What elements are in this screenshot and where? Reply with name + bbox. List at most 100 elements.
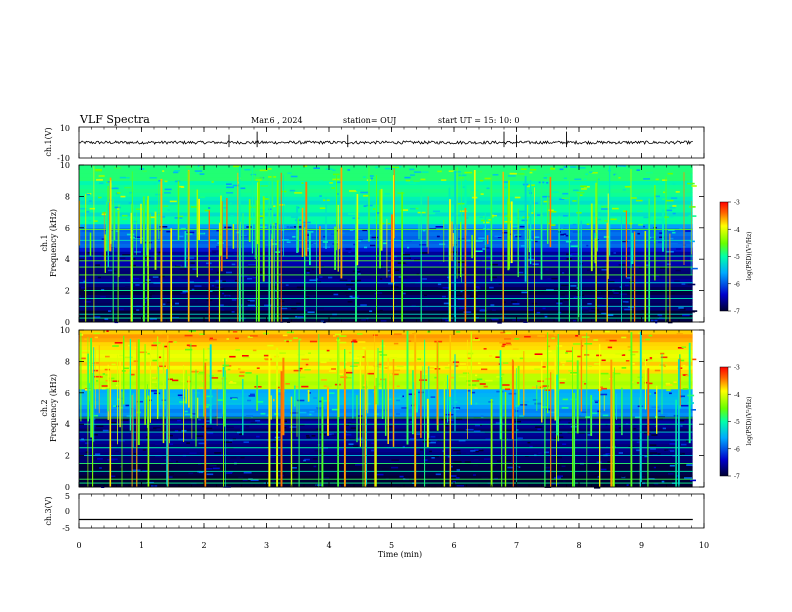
spectrogram-texture xyxy=(211,250,219,252)
spectrogram-texture xyxy=(215,286,223,288)
spectrogram-texture xyxy=(391,166,400,169)
spectrogram-texture xyxy=(91,414,98,417)
spectrogram-texture xyxy=(561,407,569,409)
spectrogram-texture xyxy=(204,209,211,212)
spectrogram-texture xyxy=(168,434,173,437)
spectrogram-texture xyxy=(239,371,245,374)
spectrogram-texture xyxy=(364,246,368,249)
spectrogram-texture xyxy=(597,304,602,307)
spectrogram-texture xyxy=(285,284,289,286)
spectrogram-texture xyxy=(687,402,694,404)
spectrogram-texture xyxy=(681,346,687,348)
spectrogram-texture xyxy=(205,468,213,470)
spectrogram-texture xyxy=(596,291,601,294)
spectrogram-texture xyxy=(443,302,449,305)
spectrogram-texture xyxy=(512,253,517,255)
spectrogram-texture xyxy=(581,336,590,338)
spectrogram-texture xyxy=(676,333,683,335)
spectrogram-texture xyxy=(270,456,275,458)
spectrogram-texture xyxy=(202,425,205,428)
spectrogram-background-row xyxy=(79,286,693,292)
spectrogram-texture xyxy=(573,189,579,192)
spectrogram-texture xyxy=(332,169,336,171)
spectrogram-texture xyxy=(596,354,602,357)
spectrogram-texture xyxy=(191,288,195,291)
spectrogram-texture xyxy=(500,373,505,376)
spectrogram-texture xyxy=(260,412,266,415)
spectrogram-texture xyxy=(173,341,177,343)
spectrogram-texture xyxy=(82,351,90,354)
spectrogram-texture xyxy=(524,335,531,338)
spectrogram-texture xyxy=(653,466,656,469)
spectrogram-texture xyxy=(387,398,392,401)
spectrogram-texture xyxy=(467,258,472,261)
spectrogram-texture xyxy=(367,372,375,375)
spectrogram-texture xyxy=(430,396,436,398)
spectrogram-background-row xyxy=(79,282,693,288)
spectrogram-texture xyxy=(651,406,660,408)
spectrogram-texture xyxy=(227,368,231,371)
spectrogram-texture xyxy=(250,218,254,220)
spectrogram-texture xyxy=(504,338,512,340)
spectrogram-texture xyxy=(108,236,116,239)
spectrogram-texture xyxy=(375,387,383,389)
spectrogram-texture xyxy=(153,206,159,209)
spectrogram-texture xyxy=(164,180,168,183)
spectrogram-texture xyxy=(437,170,442,173)
spectrogram-texture xyxy=(164,192,171,194)
spectrogram-texture xyxy=(154,385,159,388)
spectrogram-background-row xyxy=(79,200,693,205)
spectrogram-texture xyxy=(450,376,455,379)
spectrogram-texture xyxy=(347,301,353,303)
spectrogram-texture xyxy=(550,224,556,226)
spectrogram-texture xyxy=(240,428,243,431)
spectrogram-texture xyxy=(565,350,573,353)
spectrogram-texture xyxy=(114,167,122,169)
spectrogram-texture xyxy=(242,479,248,481)
spectrogram-texture xyxy=(502,301,506,303)
spectrogram-texture xyxy=(368,484,375,486)
spectrogram-texture xyxy=(669,216,674,219)
spectrogram-texture xyxy=(517,437,523,439)
spectrogram-texture xyxy=(247,399,252,402)
spectrogram-texture xyxy=(115,230,119,232)
spectrogram-texture xyxy=(351,341,358,343)
spectrogram-texture xyxy=(257,216,264,219)
spectrogram-texture xyxy=(579,194,583,196)
spectrogram-texture xyxy=(361,387,366,390)
spectrogram-texture xyxy=(230,397,238,399)
spectrogram-texture xyxy=(636,382,640,384)
spectrogram-texture xyxy=(93,332,100,335)
spectrogram-texture xyxy=(124,356,133,359)
spectrogram-texture xyxy=(490,304,495,306)
spectrogram-texture xyxy=(113,405,119,408)
spectrogram-texture xyxy=(639,407,647,409)
spectrogram-texture xyxy=(505,388,511,391)
spectrogram-texture xyxy=(243,253,248,256)
spectrogram-texture xyxy=(96,380,99,382)
spectrogram-texture xyxy=(151,344,158,347)
spectrogram-texture xyxy=(652,274,659,277)
spectrogram-texture xyxy=(364,272,372,274)
spectrogram-texture xyxy=(561,228,564,230)
spectrogram-texture xyxy=(290,474,297,476)
spectrogram-texture xyxy=(147,352,151,355)
spectrogram-texture xyxy=(447,455,451,458)
spectrogram-texture xyxy=(473,459,479,461)
spectrogram-texture xyxy=(240,235,249,238)
spectrogram-texture xyxy=(347,422,352,424)
spectrogram-texture xyxy=(239,433,244,436)
spectrogram-texture xyxy=(641,315,645,317)
spectrogram-texture xyxy=(507,466,515,469)
spectrogram-texture xyxy=(506,167,514,169)
spectrogram-texture xyxy=(620,302,626,305)
spectrogram-texture xyxy=(301,182,304,184)
spectrogram-texture xyxy=(541,290,545,293)
spectrogram-texture xyxy=(110,421,117,424)
spectrogram-texture xyxy=(674,280,680,282)
spectrogram-texture xyxy=(609,339,617,342)
spectrogram-texture xyxy=(618,264,626,266)
spectrogram-texture xyxy=(250,335,258,337)
spectrogram-texture xyxy=(688,215,697,217)
spectrogram-texture xyxy=(526,318,534,320)
